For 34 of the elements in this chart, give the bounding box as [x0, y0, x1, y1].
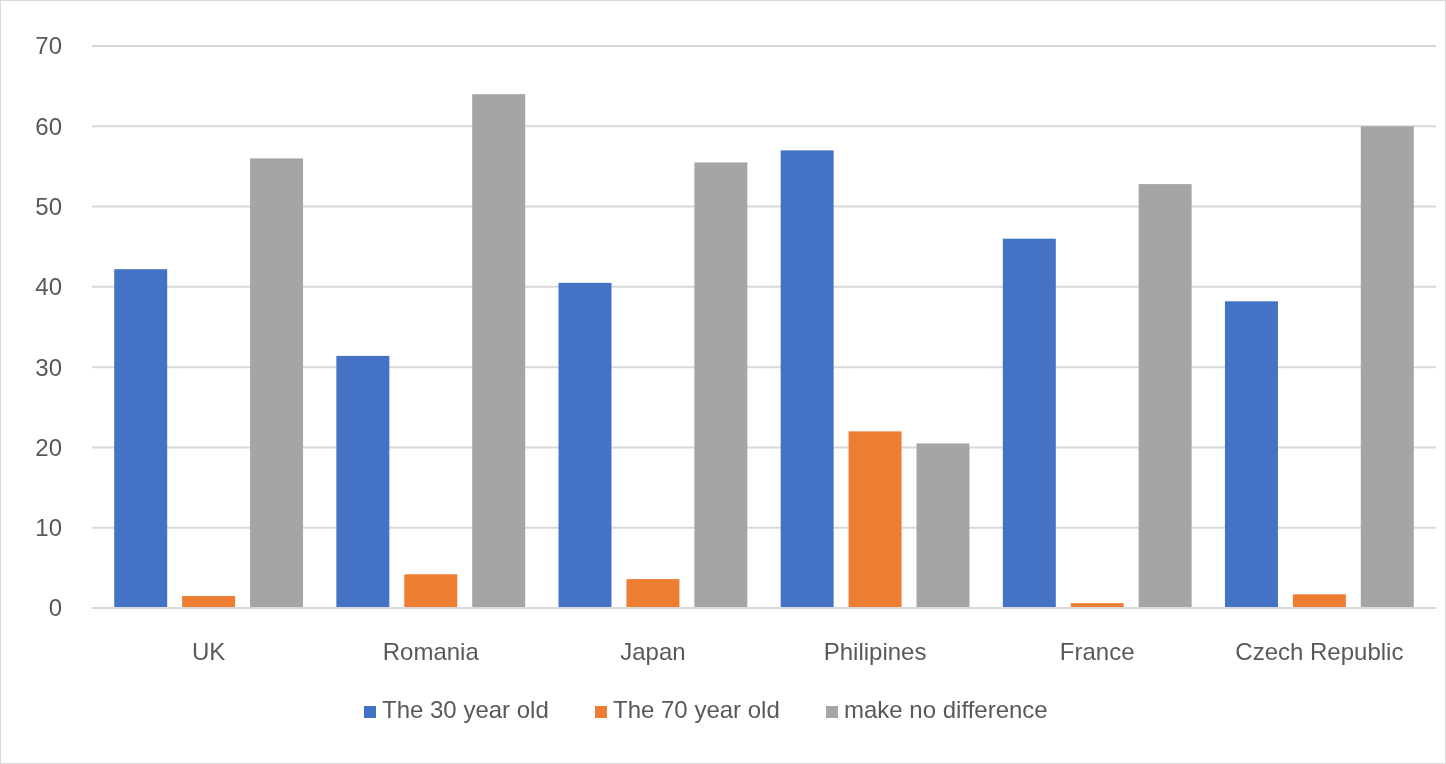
- y-tick-label: 10: [35, 514, 62, 542]
- bar: [848, 431, 902, 608]
- bar: [404, 574, 458, 608]
- legend-label: The 70 year old: [613, 696, 780, 723]
- y-tick-label: 40: [35, 273, 62, 301]
- bar: [1224, 301, 1278, 608]
- bar: [182, 595, 236, 608]
- x-tick-label: Romania: [382, 638, 480, 666]
- bar: [1292, 594, 1346, 608]
- x-tick-label: UK: [191, 638, 226, 666]
- x-tick-label: Japan: [620, 638, 686, 666]
- bar: [250, 158, 304, 608]
- bar: [1002, 238, 1056, 608]
- legend-label: The 30 year old: [382, 696, 549, 723]
- bar: [780, 150, 834, 608]
- x-tick-label: Czech Republic: [1235, 638, 1404, 666]
- bar: [626, 579, 680, 608]
- bar: [558, 282, 612, 608]
- bar: [114, 269, 168, 608]
- y-tick-label: 50: [35, 192, 62, 220]
- bar: [1138, 184, 1192, 608]
- y-tick-label: 60: [35, 112, 62, 140]
- x-tick-label: France: [1059, 638, 1135, 666]
- bar: [694, 162, 748, 608]
- y-tick-label: 30: [35, 353, 62, 381]
- bar: [472, 94, 526, 608]
- bar: [1360, 126, 1414, 608]
- y-tick-label: 70: [35, 32, 62, 60]
- y-tick-label: 0: [48, 594, 62, 622]
- x-tick-label: Philipines: [823, 638, 927, 666]
- bar: [336, 355, 390, 608]
- legend-label: make no difference: [844, 696, 1048, 723]
- bar: [916, 443, 970, 608]
- y-tick-label: 20: [35, 433, 62, 461]
